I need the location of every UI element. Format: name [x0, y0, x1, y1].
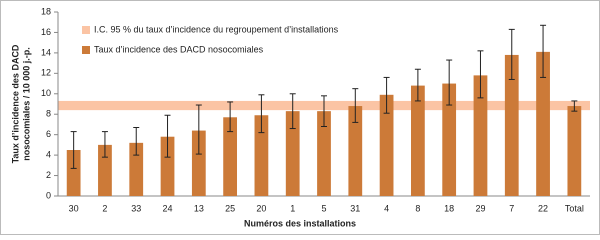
y-axis-label: Taux d’incidence des DACD	[10, 44, 20, 163]
x-tick-label: 24	[163, 203, 173, 213]
bar	[379, 94, 394, 196]
legend-label: Taux d’incidence des DACD nosocomiales	[94, 44, 264, 54]
x-tick-label: 2	[102, 203, 107, 213]
bar	[473, 75, 488, 196]
x-tick-label: 5	[321, 203, 326, 213]
y-tick-label: 14	[41, 47, 51, 57]
x-tick-label: 29	[475, 203, 485, 213]
y-tick-label: 0	[46, 190, 51, 200]
x-tick-label: 18	[444, 203, 454, 213]
x-tick-label: 7	[509, 203, 514, 213]
bar	[223, 117, 238, 196]
bar	[536, 51, 550, 196]
bar	[191, 130, 206, 196]
x-tick-label: 13	[194, 203, 204, 213]
y-tick-label: 6	[46, 129, 51, 139]
y-tick-label: 4	[46, 149, 51, 159]
x-tick-label: 1	[290, 203, 295, 213]
bar	[66, 150, 81, 196]
legend-swatch	[82, 26, 90, 34]
x-tick-label: 4	[384, 203, 389, 213]
chart: Numéros des installations Taux d’inciden…	[0, 0, 600, 235]
bar	[348, 106, 363, 196]
bar	[129, 142, 144, 196]
bar	[160, 136, 175, 196]
bar	[410, 85, 425, 196]
y-axis-label: nosocomiales / 10 000 j.-p.	[21, 47, 31, 161]
y-tick-label: 18	[41, 6, 51, 16]
bar	[317, 111, 331, 196]
y-tick-label: 8	[46, 109, 51, 119]
x-tick-label: Total	[565, 203, 584, 213]
bar	[98, 144, 112, 196]
legend-swatch	[82, 46, 90, 54]
bar	[285, 111, 300, 196]
y-tick-label: 12	[41, 68, 51, 78]
y-tick-label: 16	[41, 27, 51, 37]
bar	[504, 54, 519, 196]
x-tick-label: 20	[256, 203, 266, 213]
x-tick-label: 22	[538, 203, 548, 213]
bar	[254, 115, 269, 196]
y-tick-label: 10	[41, 88, 51, 98]
legend-label: I.C. 95 % du taux d’incidence du regroup…	[94, 24, 339, 34]
bar	[442, 83, 457, 196]
x-tick-label: 25	[225, 203, 235, 213]
bar	[567, 106, 582, 196]
x-tick-label: 30	[69, 203, 79, 213]
x-axis-label: Numéros des installations	[244, 218, 356, 228]
x-tick-label: 33	[131, 203, 141, 213]
x-tick-label: 31	[350, 203, 360, 213]
x-tick-label: 8	[415, 203, 420, 213]
y-tick-label: 2	[46, 170, 51, 180]
